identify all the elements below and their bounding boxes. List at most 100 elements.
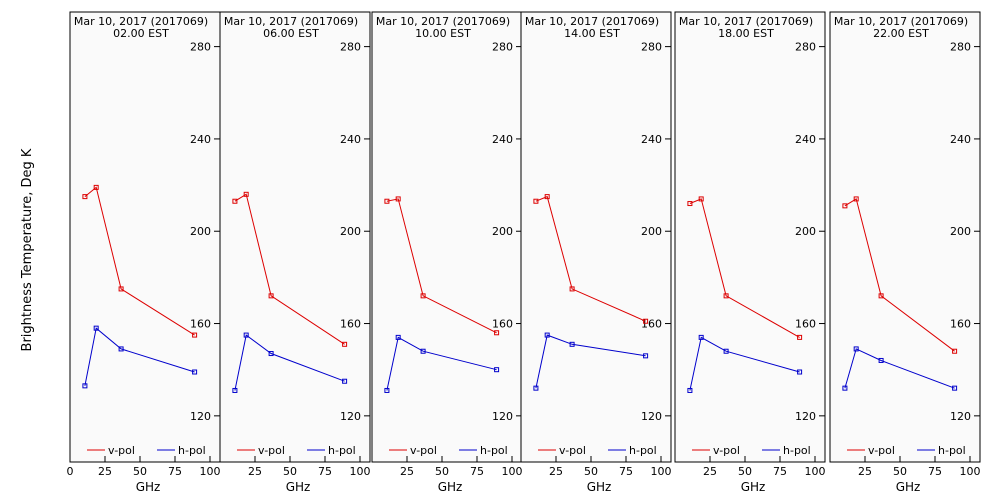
legend-label-h-pol: h-pol xyxy=(328,444,356,457)
legend-label-v-pol: v-pol xyxy=(713,444,740,457)
data-point-v-pol xyxy=(698,196,704,202)
x-tick-label: 75 xyxy=(168,465,182,478)
y-tick-label: 240 xyxy=(340,133,361,146)
data-point-h-pol xyxy=(878,357,884,363)
panel-title: Mar 10, 2017 (2017069) xyxy=(525,15,659,28)
data-point-h-pol xyxy=(232,387,238,393)
y-tick-label: 120 xyxy=(795,410,816,423)
series-line-h-pol xyxy=(234,334,345,391)
y-tick-label: 280 xyxy=(641,41,662,54)
y-tick-label: 160 xyxy=(950,318,971,331)
series-line-h-pol xyxy=(84,327,195,386)
data-point-h-pol xyxy=(342,378,348,384)
y-tick-label: 120 xyxy=(190,410,211,423)
x-tick-label: 100 xyxy=(502,465,523,478)
data-point-h-pol xyxy=(192,369,198,375)
series-line-v-pol xyxy=(386,198,497,334)
panel-subtitle: 02.00 EST xyxy=(113,27,169,40)
legend-label-v-pol: v-pol xyxy=(410,444,437,457)
y-tick-label: 240 xyxy=(795,133,816,146)
data-point-v-pol xyxy=(420,293,426,299)
data-point-h-pol xyxy=(643,353,649,359)
x-tick-label: 50 xyxy=(133,465,147,478)
panel-frame xyxy=(69,11,221,463)
x-tick-label: 25 xyxy=(858,465,872,478)
y-axis-label: Brightness Temperature, Deg K xyxy=(20,148,35,351)
data-point-v-pol xyxy=(384,198,390,204)
panel-title: Mar 10, 2017 (2017069) xyxy=(834,15,968,28)
y-tick-label: 200 xyxy=(950,225,971,238)
data-point-v-pol xyxy=(118,286,124,292)
panel-frame xyxy=(371,11,523,463)
y-tick-label: 160 xyxy=(641,318,662,331)
panel-6: Mar 10, 2017 (2017069)22.00 EST 120 160 200… xyxy=(829,11,981,494)
data-point-h-pol xyxy=(118,346,124,352)
panel-title: Mar 10, 2017 (2017069) xyxy=(679,15,813,28)
data-point-h-pol xyxy=(384,387,390,393)
legend-label-h-pol: h-pol xyxy=(938,444,966,457)
series-line-v-pol xyxy=(535,195,646,322)
data-point-v-pol xyxy=(544,194,550,200)
data-point-h-pol xyxy=(797,369,803,375)
panel-3: Mar 10, 2017 (2017069)10.00 EST 120 160 200… xyxy=(371,11,523,494)
data-point-v-pol xyxy=(93,184,99,190)
legend-label-v-pol: v-pol xyxy=(868,444,895,457)
data-point-v-pol xyxy=(342,341,348,347)
legend-label-h-pol: h-pol xyxy=(783,444,811,457)
y-tick-label: 240 xyxy=(950,133,971,146)
y-tick-label: 280 xyxy=(340,41,361,54)
x-tick-label: 25 xyxy=(703,465,717,478)
x-tick-label: 50 xyxy=(584,465,598,478)
x-tick-label: 100 xyxy=(960,465,981,478)
data-point-h-pol xyxy=(533,385,539,391)
y-tick-label: 120 xyxy=(492,410,513,423)
data-point-v-pol xyxy=(842,203,848,209)
panel-subtitle: 22.00 EST xyxy=(873,27,929,40)
x-tick-label: 100 xyxy=(805,465,826,478)
panel-2: Mar 10, 2017 (2017069)06.00 EST 120 160 200… xyxy=(219,11,371,494)
y-tick-label: 160 xyxy=(795,318,816,331)
y-tick-label: 240 xyxy=(190,133,211,146)
panels-group: Mar 10, 2017 (2017069)02.00 EST120160200… xyxy=(67,11,981,494)
data-point-h-pol xyxy=(723,348,729,354)
data-point-v-pol xyxy=(878,293,884,299)
panel-title: Mar 10, 2017 (2017069) xyxy=(224,15,358,28)
x-tick-label: 100 xyxy=(350,465,371,478)
y-tick-label: 240 xyxy=(641,133,662,146)
x-axis-label: GHz xyxy=(136,480,161,494)
panel-subtitle: 18.00 EST xyxy=(718,27,774,40)
x-tick-label: 75 xyxy=(928,465,942,478)
data-point-h-pol xyxy=(544,332,550,338)
data-point-v-pol xyxy=(395,196,401,202)
data-point-h-pol xyxy=(82,383,88,389)
panel-title: Mar 10, 2017 (2017069) xyxy=(74,15,208,28)
data-point-v-pol xyxy=(82,194,88,200)
panel-frame xyxy=(219,11,371,463)
panel-subtitle: 06.00 EST xyxy=(263,27,319,40)
x-tick-label: 100 xyxy=(200,465,221,478)
series-line-h-pol xyxy=(386,336,497,391)
data-point-v-pol xyxy=(797,334,803,340)
legend-label-h-pol: h-pol xyxy=(629,444,657,457)
data-point-v-pol xyxy=(494,330,500,336)
y-tick-label: 120 xyxy=(950,410,971,423)
panel-subtitle: 10.00 EST xyxy=(415,27,471,40)
x-tick-label: 25 xyxy=(248,465,262,478)
x-tick-label: 25 xyxy=(549,465,563,478)
series-line-h-pol xyxy=(689,336,800,391)
y-tick-label: 120 xyxy=(340,410,361,423)
data-point-v-pol xyxy=(192,332,198,338)
data-point-v-pol xyxy=(243,191,249,197)
panel-subtitle: 14.00 EST xyxy=(564,27,620,40)
data-point-v-pol xyxy=(569,286,575,292)
panel-1: Mar 10, 2017 (2017069)02.00 EST 120 160 200… xyxy=(67,11,221,494)
data-point-h-pol xyxy=(569,341,575,347)
y-tick-label: 240 xyxy=(492,133,513,146)
x-tick-label: 75 xyxy=(470,465,484,478)
series-line-v-pol xyxy=(234,193,345,345)
x-tick-label: 25 xyxy=(400,465,414,478)
panel-frame xyxy=(674,11,826,463)
x-axis-label: GHz xyxy=(741,480,766,494)
data-point-v-pol xyxy=(687,201,693,207)
